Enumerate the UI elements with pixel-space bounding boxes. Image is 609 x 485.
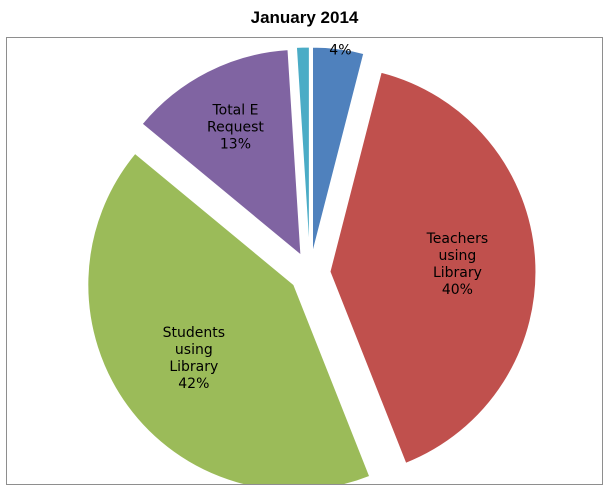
slice-label-students-using-library: Students using Library 42% [163,325,225,392]
slice-label-teachers-using-library: Teachers using Library 40% [426,231,489,298]
slice-label-usage-of-books: Usage ofBooks4% [310,38,373,58]
pie-slice-usage-of-books [312,46,365,254]
slice-label-total-e-request: Total E Request 13% [207,103,264,153]
pie-slice-total-e-request [141,49,302,257]
pie-slice-total-dvd-vcds-request [295,46,310,254]
chart-title: January 2014 [250,8,359,27]
pie-slice-teachers-using-library [329,71,537,464]
pie-slice-students-using-library [87,152,371,484]
